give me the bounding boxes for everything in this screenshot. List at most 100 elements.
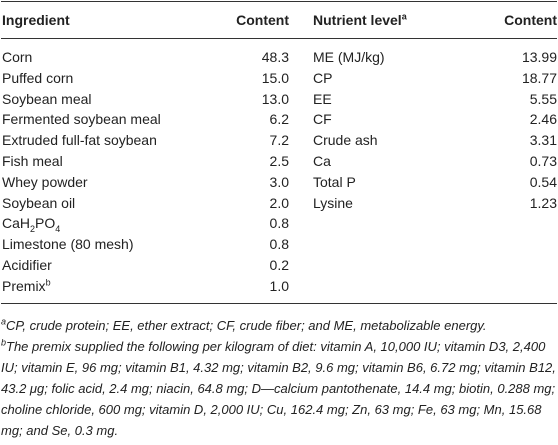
nutrients-content [489, 276, 557, 303]
nutrients-name: CP [289, 68, 489, 89]
cell-text: 2.46 [529, 111, 557, 128]
nutrients-name [289, 255, 489, 276]
cell-text: Premix [2, 277, 46, 294]
ingredients-name: Soybean meal [1, 89, 229, 110]
cell-text: 0.73 [529, 152, 557, 169]
ingredients-name: Fermented soybean meal [1, 109, 229, 130]
cell-text: 13.99 [521, 49, 557, 65]
nutrients-name: EE [289, 89, 489, 110]
cell-text: Soybean oil [2, 194, 76, 211]
nutrients-content [489, 213, 557, 234]
cell-text: Limestone (80 mesh) [2, 236, 134, 253]
cell-text: Content [504, 12, 557, 28]
nutrients-content: 2.46 [489, 109, 557, 130]
ingredients-name: Whey powder [1, 172, 229, 193]
nutrients-name [289, 276, 489, 303]
cell-text: 1.23 [529, 194, 557, 211]
ingredients-content: 13.0 [229, 89, 289, 110]
nutrients-name: Total P [289, 172, 489, 193]
cell-text: 0.8 [269, 215, 289, 232]
nutrients-content: 13.99 [489, 39, 557, 68]
ingredients-name: Corn [1, 39, 229, 68]
nutrients-content: 3.31 [489, 130, 557, 151]
header-cell: Nutrient levela [289, 2, 489, 39]
footnote: aCP, crude protein; EE, ether extract; C… [1, 315, 557, 336]
cell-text: 0.2 [269, 256, 289, 273]
footnote-mark: a [1, 316, 7, 327]
nutrients-content: 0.73 [489, 151, 557, 172]
nutrients-name: Ca [289, 151, 489, 172]
header-cell: Content [229, 2, 289, 39]
nutrients-name: CF [289, 109, 489, 130]
table-body: Corn 48.3 ME (MJ/kg) 13.99 Puffed corn 15.0 CP… [1, 39, 557, 304]
cell-text: 3.31 [529, 132, 557, 149]
nutrients-content: 5.55 [489, 89, 557, 110]
ingredients-content: 6.2 [229, 109, 289, 130]
cell-text: 1.0 [269, 277, 289, 294]
cell-text: 15.0 [261, 69, 289, 86]
ingredients-name: Premixb [1, 276, 229, 303]
table: Ingredient Content Nutrient levela Content … [1, 1, 557, 304]
nutrients-name: Crude ash [289, 130, 489, 151]
footnote-text: The premix supplied the following per ki… [1, 339, 556, 438]
cell-text: EE [313, 90, 332, 107]
cell-text: 2.5 [269, 152, 289, 169]
footnote: bThe premix supplied the following per k… [1, 336, 557, 441]
cell-text: CF [313, 111, 332, 128]
footnote-text: CP, crude protein; EE, ether extract; CF… [6, 318, 487, 333]
sub: 2 [30, 224, 36, 235]
cell-text: Soybean meal [2, 90, 92, 107]
ingredients-content: 15.0 [229, 68, 289, 89]
ingredients-content: 2.5 [229, 151, 289, 172]
cell-text: 5.55 [529, 90, 557, 107]
cell-text: 3.0 [269, 173, 289, 190]
nutrients-content [489, 234, 557, 255]
header-cell: Ingredient [1, 2, 229, 39]
header-cell: Content [489, 2, 557, 39]
nutrients-content: 1.23 [489, 193, 557, 214]
cell-text: Corn [2, 49, 33, 65]
ingredients-name: Fish meal [1, 151, 229, 172]
ingredients-name: CaH2PO4 [1, 213, 229, 234]
cell-text: PO [35, 215, 56, 232]
table-row: Puffed corn 15.0 CP 18.77 [1, 68, 557, 89]
cell-text: Lysine [313, 194, 353, 211]
table-row: Soybean oil 2.0 Lysine 1.23 [1, 193, 557, 214]
footnotes: aCP, crude protein; EE, ether extract; C… [1, 315, 557, 441]
table-row: Acidifier 0.2 [1, 255, 557, 276]
table-row: Corn 48.3 ME (MJ/kg) 13.99 [1, 39, 557, 68]
ingredients-content: 0.8 [229, 213, 289, 234]
nutrients-name [289, 213, 489, 234]
cell-text: 18.77 [521, 69, 557, 86]
cell-text: ME (MJ/kg) [313, 49, 385, 65]
cell-text: Extruded full-fat soybean [2, 132, 157, 149]
table-row: Extruded full-fat soybean 7.2 Crude ash 3.3… [1, 130, 557, 151]
nutrients-content: 18.77 [489, 68, 557, 89]
cell-text: CaH [2, 215, 31, 232]
cell-text: Puffed corn [2, 69, 74, 86]
cell-text: 6.2 [269, 111, 289, 128]
cell-text: 2.0 [269, 194, 289, 211]
cell-text: Whey powder [2, 173, 88, 190]
cell-text: 13.0 [261, 90, 289, 107]
ingredients-name: Soybean oil [1, 193, 229, 214]
ingredients-name: Acidifier [1, 255, 229, 276]
sub: 4 [55, 224, 61, 235]
cell-text: Ca [313, 152, 331, 169]
table-row: CaH2PO4 0.8 [1, 213, 557, 234]
ingredients-name: Extruded full-fat soybean [1, 130, 229, 151]
nutrients-content [489, 255, 557, 276]
ingredients-content: 7.2 [229, 130, 289, 151]
nutrients-name: ME (MJ/kg) [289, 39, 489, 68]
cell-text: 48.3 [261, 49, 289, 65]
table-row: Limestone (80 mesh) 0.8 [1, 234, 557, 255]
table-row: Fish meal 2.5 Ca 0.73 [1, 151, 557, 172]
ingredients-content: 1.0 [229, 276, 289, 303]
ingredients-content: 3.0 [229, 172, 289, 193]
ingredients-name: Puffed corn [1, 68, 229, 89]
cell-text: Ingredient [2, 12, 70, 28]
ingredients-content: 48.3 [229, 39, 289, 68]
cell-text: 0.54 [529, 173, 557, 190]
table-row: Fermented soybean meal 6.2 CF 2.46 [1, 109, 557, 130]
